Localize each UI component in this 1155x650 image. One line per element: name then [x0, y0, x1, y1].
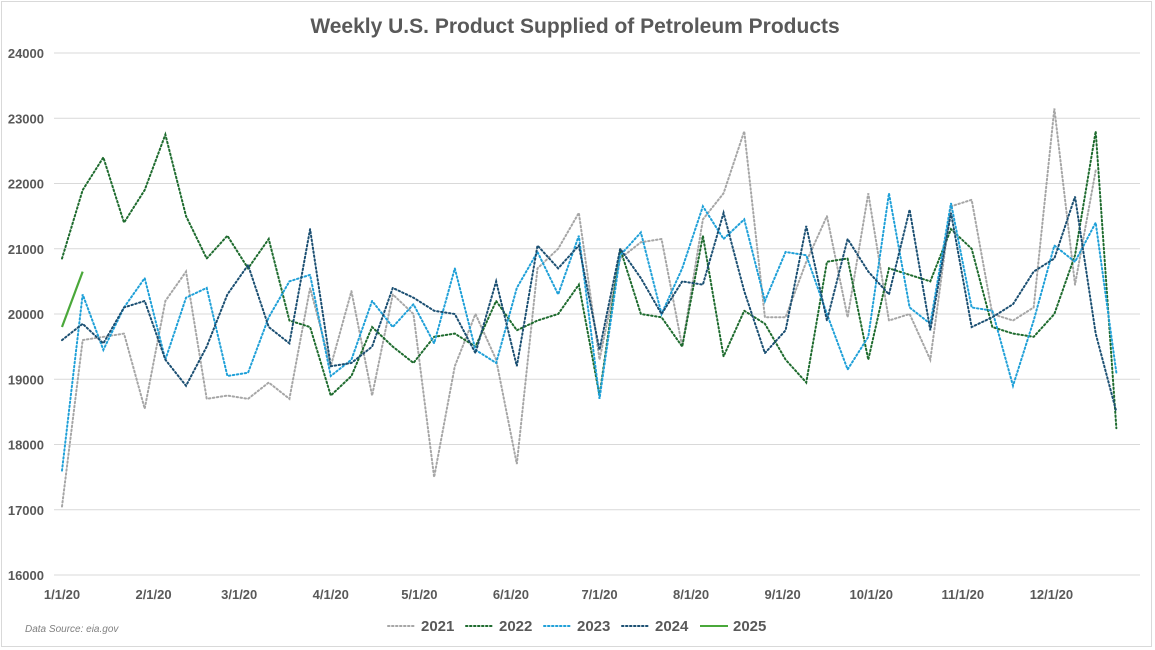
- y-tick-label: 18000: [8, 438, 44, 453]
- y-tick-label: 22000: [8, 177, 44, 192]
- y-tick-label: 21000: [8, 242, 44, 257]
- legend-label-2024: 2024: [655, 618, 689, 635]
- legend-label-2021: 2021: [421, 618, 454, 635]
- y-tick-label: 19000: [8, 372, 44, 387]
- x-tick-label: 2/1/20: [135, 587, 171, 602]
- series-line-2021: [61, 108, 1097, 508]
- y-tick-label: 23000: [8, 111, 44, 126]
- series-line-2022: [61, 131, 1118, 430]
- legend-label-2023: 2023: [577, 618, 610, 635]
- y-tick-label: 17000: [8, 503, 44, 518]
- x-tick-label: 8/1/20: [673, 587, 709, 602]
- legend-label-2022: 2022: [499, 618, 532, 635]
- x-tick-label: 7/1/20: [581, 587, 617, 602]
- x-tick-label: 10/1/20: [850, 587, 893, 602]
- legend-label-2025: 2025: [733, 618, 766, 635]
- x-tick-label: 6/1/20: [493, 587, 529, 602]
- x-tick-label: 5/1/20: [401, 587, 437, 602]
- y-tick-label: 16000: [8, 568, 44, 583]
- x-tick-label: 11/1/20: [941, 587, 984, 602]
- series-line-2023: [61, 193, 1118, 472]
- y-tick-label: 24000: [8, 46, 44, 61]
- chart-title: Weekly U.S. Product Supplied of Petroleu…: [310, 15, 839, 38]
- series-line-2025: [60, 271, 84, 328]
- data-source: Data Source: eia.gov: [25, 624, 119, 635]
- x-tick-label: 9/1/20: [765, 587, 801, 602]
- series-line-2024: [61, 196, 1118, 413]
- y-tick-label: 20000: [8, 307, 44, 322]
- x-tick-label: 1/1/20: [44, 587, 80, 602]
- x-tick-label: 12/1/20: [1030, 587, 1073, 602]
- x-tick-label: 4/1/20: [313, 587, 349, 602]
- x-tick-label: 3/1/20: [221, 587, 257, 602]
